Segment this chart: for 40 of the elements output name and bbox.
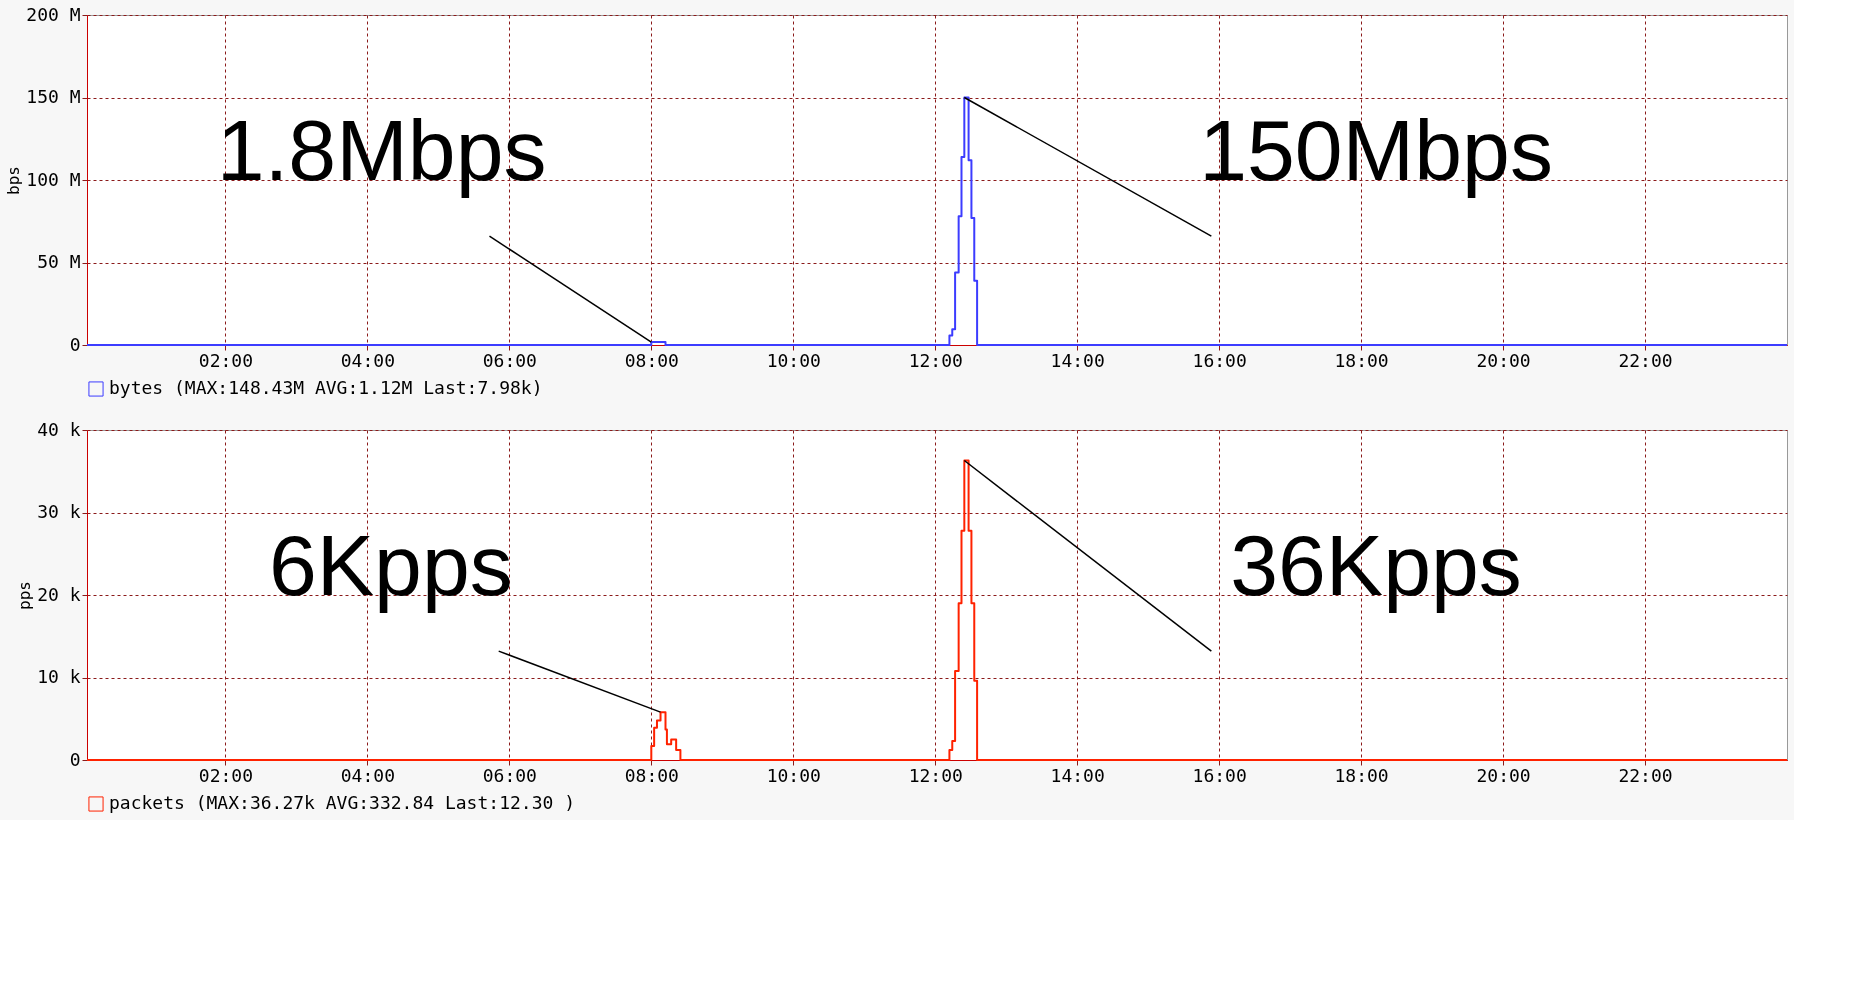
- y-axis-title: pps: [15, 581, 35, 610]
- x-tick-label: 10:00: [766, 764, 821, 786]
- x-tick-label: 14:00: [1050, 764, 1105, 786]
- x-tick-label: 06:00: [482, 764, 537, 786]
- x-tick-label: 04:00: [340, 349, 395, 371]
- annotation: 36Kpps: [1230, 516, 1522, 613]
- legend-label: bytes (MAX:148.43M AVG:1.12M Last:7.98k): [109, 377, 543, 398]
- annotation: 6Kpps: [268, 516, 513, 613]
- legend-label: packets (MAX:36.27k AVG:332.84 Last:12.30 ): [109, 792, 575, 813]
- x-tick-label: 18:00: [1334, 764, 1389, 786]
- y-tick-label: 50 M: [37, 251, 81, 272]
- y-tick-label: 30 k: [37, 501, 81, 522]
- x-tick-label: 02:00: [198, 764, 254, 786]
- x-tick-label: 08:00: [624, 764, 679, 786]
- x-tick-label: 12:00: [908, 764, 963, 786]
- y-tick-label: 150 M: [26, 86, 81, 107]
- y-tick-label: 20 k: [37, 583, 81, 605]
- x-tick-label: 22:00: [1618, 764, 1673, 786]
- x-tick-label: 10:00: [766, 349, 821, 371]
- y-tick-label: 40 k: [37, 418, 81, 440]
- y-tick-label: 10 k: [37, 666, 81, 687]
- y-tick-label: 0: [69, 333, 81, 355]
- y-tick-label: 100 M: [26, 168, 81, 190]
- x-tick-label: 04:00: [340, 764, 395, 786]
- x-tick-label: 12:00: [908, 349, 963, 371]
- x-tick-label: 14:00: [1050, 349, 1105, 371]
- x-tick-label: 18:00: [1334, 349, 1389, 371]
- y-tick-label: 200 M: [26, 3, 81, 25]
- y-axis-title: bps: [4, 166, 24, 195]
- x-tick-label: 20:00: [1476, 349, 1531, 371]
- x-tick-label: 08:00: [624, 349, 679, 371]
- x-tick-label: 16:00: [1192, 764, 1247, 786]
- x-tick-label: 20:00: [1476, 764, 1531, 786]
- y-tick-label: 0: [69, 748, 81, 770]
- x-tick-label: 06:00: [482, 349, 537, 371]
- annotation: 1.8Mbps: [216, 101, 547, 198]
- x-tick-label: 02:00: [198, 349, 254, 371]
- x-tick-label: 22:00: [1618, 349, 1673, 371]
- annotation: 150Mbps: [1199, 101, 1553, 198]
- x-tick-label: 16:00: [1192, 349, 1247, 371]
